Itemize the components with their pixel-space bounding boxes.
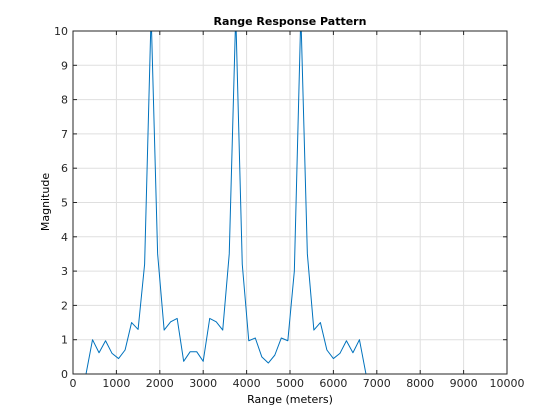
x-tick-label: 10000 bbox=[490, 377, 525, 390]
x-tick-label: 8000 bbox=[406, 377, 434, 390]
x-tick-label: 7000 bbox=[363, 377, 391, 390]
y-tick-label: 0 bbox=[61, 368, 68, 381]
y-tick-label: 8 bbox=[61, 94, 68, 107]
x-tick-label: 0 bbox=[70, 377, 77, 390]
x-tick-labels: 0 1000 2000 3000 4000 5000 6000 7000 8000 9000 100… bbox=[70, 377, 525, 390]
y-tick-label: 7 bbox=[61, 128, 68, 141]
y-tick-label: 5 bbox=[61, 197, 68, 210]
y-tick-label: 1 bbox=[61, 334, 68, 347]
y-tick-label: 10 bbox=[54, 25, 68, 38]
x-tick-label: 5000 bbox=[276, 377, 304, 390]
y-tick-label: 4 bbox=[61, 231, 68, 244]
chart-title: Range Response Pattern bbox=[214, 15, 367, 28]
y-tick-label: 6 bbox=[61, 162, 68, 175]
axes bbox=[72, 30, 508, 375]
plot-area bbox=[73, 31, 507, 374]
y-tick-labels: 0 1 2 3 4 5 6 7 8 9 10 bbox=[54, 25, 68, 381]
series-line-1 bbox=[73, 31, 507, 374]
x-tick-label: 4000 bbox=[233, 377, 261, 390]
y-tick-label: 3 bbox=[61, 265, 68, 278]
x-axis-title: Range (meters) bbox=[247, 393, 333, 406]
x-tick-label: 9000 bbox=[450, 377, 478, 390]
x-tick-label: 2000 bbox=[146, 377, 174, 390]
y-tick-label: 9 bbox=[61, 59, 68, 72]
x-tick-label: 1000 bbox=[102, 377, 130, 390]
x-tick-label: 6000 bbox=[319, 377, 347, 390]
y-axis-title: Magnitude bbox=[39, 173, 52, 232]
y-tick-label: 2 bbox=[61, 299, 68, 312]
x-tick-label: 3000 bbox=[189, 377, 217, 390]
grid bbox=[73, 31, 507, 374]
